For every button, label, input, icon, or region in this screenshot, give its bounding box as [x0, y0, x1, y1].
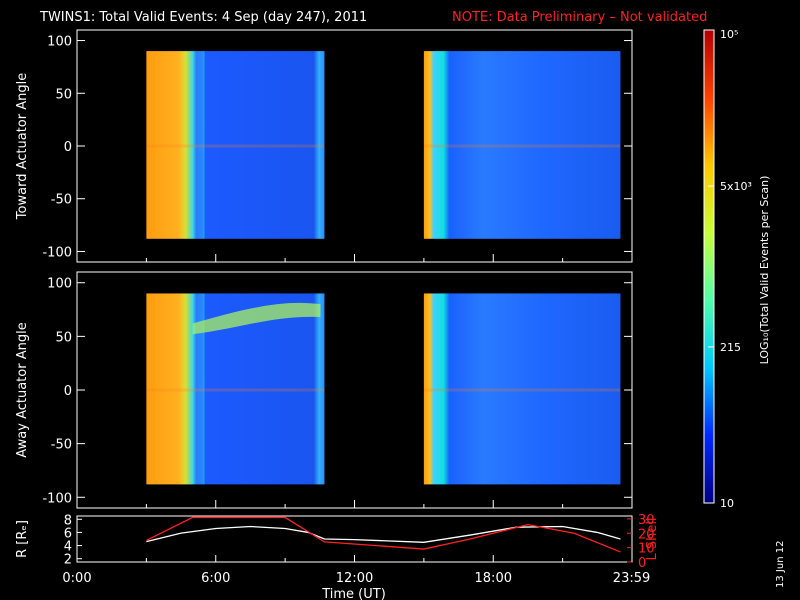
y-tick-label: 8	[64, 513, 72, 528]
y2-tick-label: 10	[638, 542, 655, 557]
y-axis-label: Away Actuator Angle	[15, 322, 30, 457]
x-tick-label: 18:00	[475, 571, 512, 586]
y2-tick-label: 20	[638, 527, 655, 542]
colorbar-tick-label: 10	[720, 497, 734, 510]
y-tick-label: 2	[64, 553, 72, 568]
y-tick-label: 50	[55, 330, 72, 345]
y-axis-label: Toward Actuator Angle	[15, 73, 30, 220]
y-tick-label: 0	[64, 384, 72, 399]
y-axis-label-right: L Shell	[645, 517, 660, 560]
y-tick-label: 4	[64, 540, 72, 555]
toward-angle-panel: 100 50 0 -50 -100 Toward Actuator Angle	[15, 29, 633, 263]
y-tick-label: -100	[42, 245, 72, 260]
heatmap-block	[423, 51, 621, 239]
l-shell-line	[146, 516, 621, 553]
colorbar: LOG₁₀(Total Valid Events per Scan) 10 215…	[703, 28, 771, 510]
y-tick-label: -50	[51, 193, 72, 208]
x-tick-label: 12:00	[336, 571, 373, 586]
colorbar-label: LOG₁₀(Total Valid Events per Scan)	[758, 176, 771, 365]
away-angle-panel: 100 50 0 -50 -100 Away Actuator Angle	[15, 271, 633, 509]
zero-angle-band	[146, 388, 325, 392]
chart-title: TWINS1: Total Valid Events: 4 Sep (day 2…	[39, 10, 367, 25]
y2-tick-label: 0	[638, 556, 646, 571]
high-count-band	[192, 302, 321, 335]
x-tick-label: 6:00	[201, 571, 230, 586]
date-stamp: 13 Jun 12	[775, 541, 786, 588]
heatmap-block	[423, 293, 621, 485]
y-tick-label: -50	[51, 438, 72, 453]
y-tick-label: 6	[64, 526, 72, 541]
y2-tick-label: 30	[638, 513, 655, 528]
x-tick-label: 0:00	[62, 571, 91, 586]
heatmap-block	[146, 51, 325, 239]
y-tick-label: -100	[42, 491, 72, 506]
y-tick-label: 100	[47, 277, 72, 292]
r-distance-line	[146, 525, 621, 543]
colorbar-tick-label: 10⁵	[720, 28, 738, 41]
x-tick-label: 23:59	[613, 571, 650, 586]
zero-angle-band	[423, 388, 621, 392]
zero-angle-band	[423, 144, 621, 148]
y-tick-label: 100	[47, 35, 72, 50]
y-axis-label-left: R [Rₑ]	[15, 520, 30, 558]
zero-angle-band	[146, 144, 325, 148]
x-axis-label: Time (UT)	[321, 587, 386, 600]
colorbar-tick-label: 5x10³	[720, 180, 752, 193]
y-tick-label: 50	[55, 87, 72, 102]
colorbar-fill	[703, 29, 715, 504]
colorbar-tick-label: 215	[720, 341, 741, 354]
preliminary-note: NOTE: Data Preliminary – Not validated	[452, 10, 707, 25]
y-tick-label: 0	[64, 140, 72, 155]
